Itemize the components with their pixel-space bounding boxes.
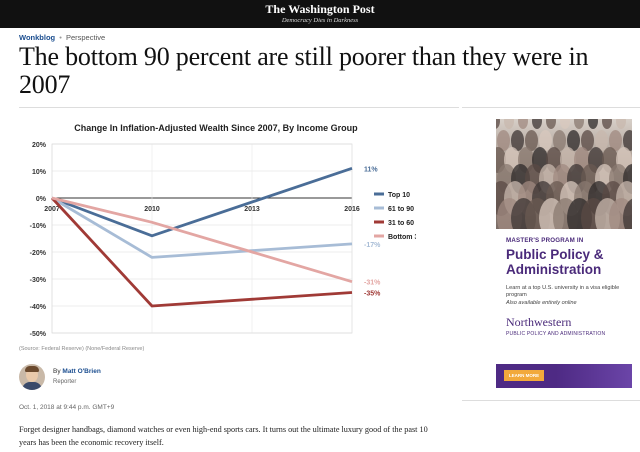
section-link[interactable]: Wonkblog bbox=[19, 33, 56, 42]
legend-label: 61 to 90 bbox=[388, 206, 414, 213]
masthead-bar: The Washington Post Democracy Dies in Da… bbox=[0, 0, 640, 28]
data-label: -35% bbox=[364, 291, 381, 298]
legend-label: Top 10 bbox=[388, 192, 410, 199]
legend-label: Bottom 30 bbox=[388, 234, 416, 241]
data-label: 11% bbox=[364, 166, 378, 173]
masthead-tagline: Democracy Dies in Darkness bbox=[281, 17, 359, 24]
data-label: -31% bbox=[364, 280, 381, 287]
series-line bbox=[50, 197, 353, 308]
ad-learn-more-button[interactable]: LEARN MORE bbox=[504, 370, 544, 381]
y-tick-label: -20% bbox=[30, 250, 47, 257]
y-tick-label: 20% bbox=[32, 142, 47, 149]
x-tick-label: 2013 bbox=[244, 206, 260, 213]
kicker-separator: • bbox=[59, 33, 62, 42]
divider bbox=[462, 400, 640, 401]
ad-title: Public Policy & Administration bbox=[506, 247, 604, 277]
y-tick-label: -40% bbox=[30, 304, 47, 311]
ad-brand-subtitle: PUBLIC POLICY AND ADMINISTRATION bbox=[506, 331, 606, 337]
byline-prefix: By bbox=[53, 368, 61, 375]
x-tick-label: 2016 bbox=[344, 206, 360, 213]
divider bbox=[19, 107, 459, 108]
byline: By Matt O'Brien bbox=[53, 368, 101, 375]
series-line bbox=[51, 196, 353, 259]
ad-kicker: MASTER'S PROGRAM IN bbox=[506, 237, 584, 244]
y-tick-label: -10% bbox=[30, 223, 47, 230]
ad-brand: Northwestern bbox=[506, 315, 572, 329]
ad-footer: LEARN MORE bbox=[496, 364, 632, 388]
article-headline: The bottom 90 percent are still poorer t… bbox=[19, 42, 589, 99]
y-tick-label: -50% bbox=[30, 331, 47, 338]
legend-label: 31 to 60 bbox=[388, 220, 414, 227]
divider bbox=[462, 107, 640, 108]
data-label: -17% bbox=[364, 242, 381, 249]
y-tick-label: -30% bbox=[30, 277, 47, 284]
publish-date: Oct. 1, 2018 at 9:44 p.m. GMT+9 bbox=[19, 404, 115, 411]
series-line bbox=[51, 166, 353, 238]
wealth-change-chart: Change In Inflation-Adjusted Wealth Sinc… bbox=[30, 123, 416, 338]
chart-source: (Source: Federal Reserve) (None/Federal … bbox=[19, 346, 145, 352]
y-tick-label: 0% bbox=[36, 196, 47, 203]
kicker: Wonkblog • Perspective bbox=[19, 33, 105, 42]
advertisement[interactable]: MASTER'S PROGRAM IN Public Policy & Admi… bbox=[496, 119, 632, 388]
author-avatar[interactable] bbox=[19, 364, 45, 390]
x-tick-label: 2010 bbox=[144, 206, 160, 213]
ad-subtitle: Learn at a top U.S. university in a visa… bbox=[506, 285, 620, 298]
ad-crowd-photo bbox=[496, 119, 632, 229]
x-tick-label: 2007 bbox=[44, 206, 60, 213]
series-line bbox=[51, 196, 353, 284]
y-tick-label: 10% bbox=[32, 169, 47, 176]
ad-copy: MASTER'S PROGRAM IN Public Policy & Admi… bbox=[496, 229, 632, 369]
ad-subtitle-online: Also available entirely online bbox=[506, 300, 577, 306]
kicker-label: Perspective bbox=[65, 33, 106, 42]
author-name-link[interactable]: Matt O'Brien bbox=[62, 368, 101, 375]
author-role: Reporter bbox=[53, 379, 77, 385]
chart-title: Change In Inflation-Adjusted Wealth Sinc… bbox=[74, 123, 358, 133]
article-body-paragraph: Forget designer handbags, diamond watche… bbox=[19, 425, 428, 447]
masthead-logo[interactable]: The Washington Post bbox=[265, 2, 375, 16]
author-block: By Matt O'Brien Reporter bbox=[19, 364, 319, 394]
